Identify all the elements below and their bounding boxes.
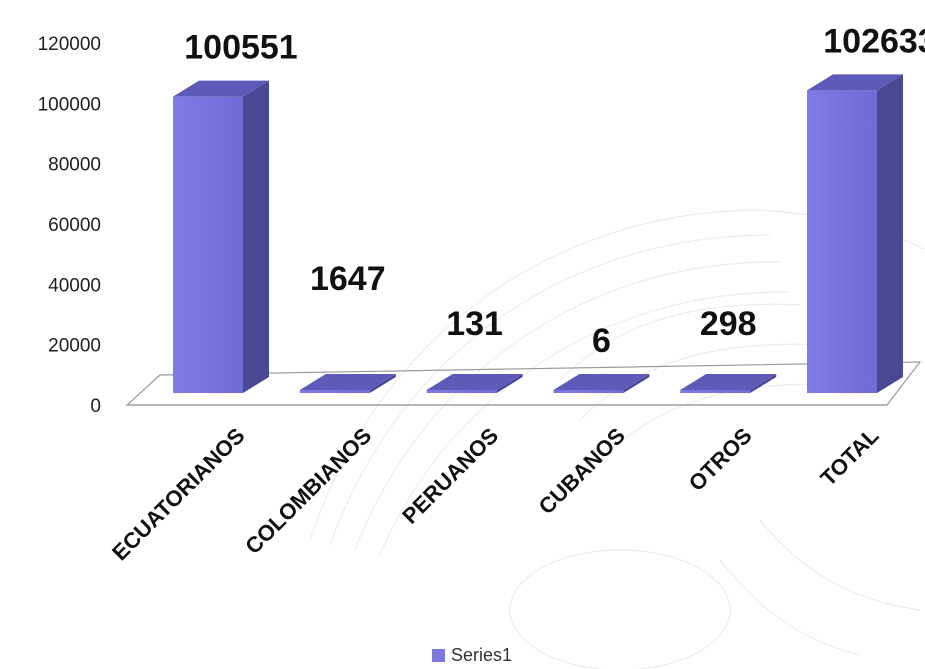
legend-swatch — [432, 649, 445, 662]
bar-front — [680, 390, 751, 393]
y-tick-label: 120000 — [38, 34, 101, 55]
bar-front — [426, 390, 497, 393]
bar — [299, 374, 396, 393]
y-tick-label: 0 — [90, 396, 101, 417]
data-label: 100551 — [184, 29, 297, 67]
category-label: COLOMBIANOS — [240, 423, 376, 559]
bar-side — [496, 374, 523, 393]
bars-group — [173, 74, 903, 394]
data-label: 6 — [592, 322, 611, 360]
bar-side — [243, 80, 269, 394]
data-label: 298 — [700, 305, 757, 343]
bar-top — [299, 374, 396, 390]
bar-side — [623, 374, 650, 393]
bar-side — [750, 374, 777, 393]
bar — [807, 74, 903, 394]
y-axis: 0 20000 40000 60000 80000 100000 120000 — [38, 34, 101, 417]
legend: Series1 — [432, 645, 512, 665]
data-label: 102633 — [823, 22, 925, 60]
bar — [426, 374, 523, 393]
bar-front — [299, 390, 370, 393]
category-label: TOTAL — [815, 423, 883, 491]
y-tick-label: 40000 — [48, 275, 101, 296]
y-tick-label: 20000 — [48, 336, 101, 357]
bar-front — [173, 96, 243, 394]
y-tick-label: 80000 — [48, 155, 101, 176]
category-label: OTROS — [684, 423, 757, 496]
bar-side — [877, 74, 903, 394]
data-label: 1647 — [310, 260, 386, 298]
bar-top — [680, 374, 777, 390]
bar-top — [426, 374, 523, 390]
chart-floor — [125, 361, 922, 406]
y-tick-label: 100000 — [38, 94, 101, 115]
y-tick-label: 60000 — [48, 215, 101, 236]
bar-side — [369, 374, 396, 393]
bar-top — [807, 74, 903, 91]
bar-front — [807, 90, 877, 394]
category-label: CUBANOS — [534, 423, 630, 519]
bar — [553, 374, 650, 393]
data-labels-group: 100551 1647 131 6 298 102633 — [184, 22, 925, 360]
bar — [680, 374, 777, 393]
category-label: ECUATORIANOS — [107, 423, 249, 565]
data-label: 131 — [446, 305, 503, 343]
category-label: PERUANOS — [397, 423, 503, 529]
bar-top — [173, 80, 269, 97]
bar-top — [553, 374, 650, 390]
legend-label: Series1 — [451, 645, 512, 665]
bar-front — [553, 390, 624, 393]
bar — [173, 80, 269, 394]
